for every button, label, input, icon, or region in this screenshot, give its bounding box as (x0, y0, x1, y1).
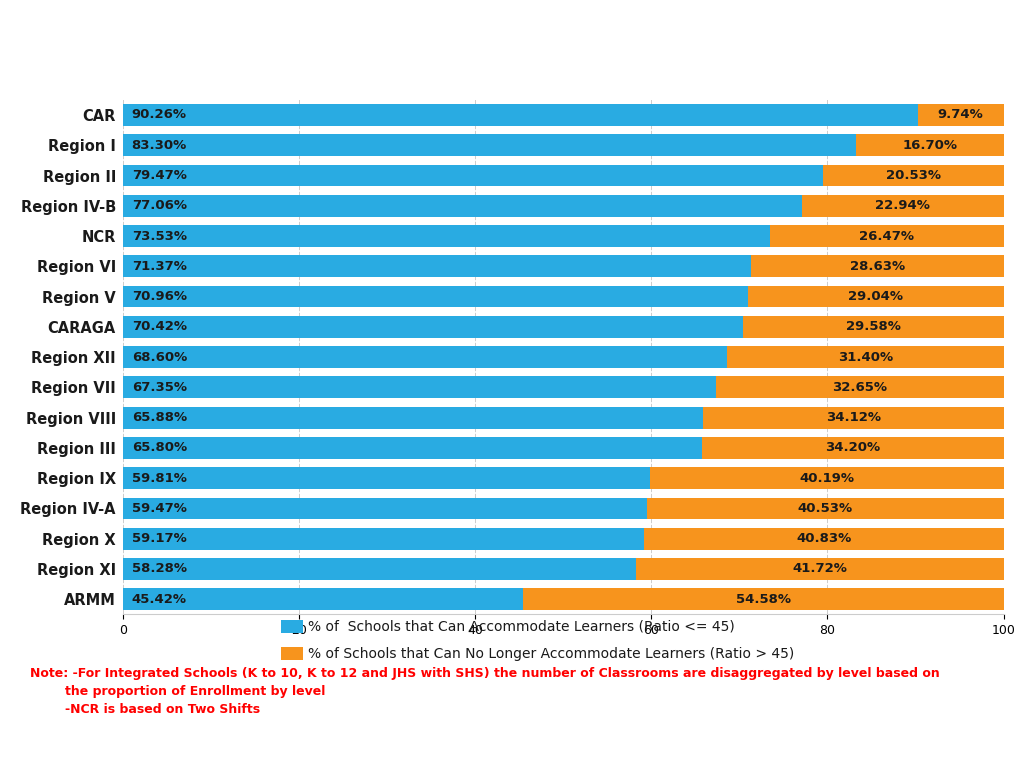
Text: 65.88%: 65.88% (132, 411, 186, 424)
Text: 54.58%: 54.58% (735, 593, 791, 606)
Bar (123, 558, 636, 580)
Text: 22.94%: 22.94% (876, 199, 930, 212)
Bar (123, 164, 822, 187)
Bar (123, 498, 646, 519)
Bar (282, 647, 303, 660)
Text: 9.74%: 9.74% (938, 108, 983, 121)
Bar (123, 376, 716, 399)
Text: 58.28%: 58.28% (132, 562, 186, 575)
Bar (649, 467, 1004, 489)
Text: 40.83%: 40.83% (796, 532, 851, 545)
Bar (748, 286, 1004, 307)
Text: 79.47%: 79.47% (132, 169, 186, 182)
Bar (752, 256, 1004, 277)
Bar (636, 558, 1004, 580)
Text: 90.26%: 90.26% (132, 108, 186, 121)
Bar (123, 195, 802, 217)
Bar (123, 225, 770, 247)
Bar (282, 620, 303, 633)
Text: Note: -For Integrated Schools (K to 10, K to 12 and JHS with SHS) the number of : Note: -For Integrated Schools (K to 10, … (31, 667, 940, 717)
Text: DEPARTMENT OF EDUCATION: DEPARTMENT OF EDUCATION (366, 738, 658, 756)
Text: 59.81%: 59.81% (132, 472, 186, 485)
Text: 59.17%: 59.17% (132, 532, 186, 545)
Text: 34.12%: 34.12% (825, 411, 881, 424)
Bar (523, 588, 1004, 610)
Text: 40.53%: 40.53% (798, 502, 853, 515)
Bar (856, 134, 1004, 156)
Bar (123, 588, 523, 610)
Text: 83.30%: 83.30% (132, 139, 187, 152)
Text: 77.06%: 77.06% (132, 199, 186, 212)
Text: 70.42%: 70.42% (132, 320, 186, 333)
Text: 20.53%: 20.53% (886, 169, 941, 182)
Bar (123, 256, 752, 277)
Bar (646, 498, 1004, 519)
Text: 28.63%: 28.63% (850, 260, 905, 273)
Bar (822, 164, 1004, 187)
Text: 26.47%: 26.47% (859, 230, 914, 243)
Text: 29.04%: 29.04% (848, 290, 903, 303)
Text: 32: 32 (969, 738, 993, 756)
Text: 59.47%: 59.47% (132, 502, 186, 515)
Bar (727, 346, 1004, 368)
Bar (123, 467, 649, 489)
Bar (802, 195, 1004, 217)
Text: 32.65%: 32.65% (833, 381, 887, 394)
Text: 31.40%: 31.40% (838, 351, 893, 363)
Text: % of  Schools that Can Accommodate Learners (Ratio <= 45): % of Schools that Can Accommodate Learne… (308, 620, 734, 634)
Bar (123, 528, 644, 550)
Bar (743, 316, 1004, 338)
Text: 34.20%: 34.20% (825, 442, 881, 455)
Bar (770, 225, 1004, 247)
Bar (123, 407, 703, 429)
Text: 68.60%: 68.60% (132, 351, 187, 363)
Text: Percentage of Schools Based on Classroom: Percentage of Schools Based on Classroom (10, 25, 984, 68)
Text: 40.19%: 40.19% (799, 472, 854, 485)
Text: 65.80%: 65.80% (132, 442, 186, 455)
Bar (716, 376, 1004, 399)
Text: 71.37%: 71.37% (132, 260, 186, 273)
Bar (123, 104, 918, 126)
Text: 29.58%: 29.58% (846, 320, 901, 333)
Bar (123, 134, 856, 156)
Bar (702, 437, 1004, 458)
Bar (123, 286, 748, 307)
Bar (918, 104, 1004, 126)
Text: 41.72%: 41.72% (793, 562, 847, 575)
Text: % of Schools that Can No Longer Accommodate Learners (Ratio > 45): % of Schools that Can No Longer Accommod… (308, 647, 794, 660)
Bar (123, 316, 743, 338)
Bar (123, 437, 702, 458)
Bar (644, 528, 1004, 550)
Text: 16.70%: 16.70% (902, 139, 957, 152)
Bar (703, 407, 1004, 429)
Bar (123, 346, 727, 368)
Text: 70.96%: 70.96% (132, 290, 186, 303)
Text: 45.42%: 45.42% (132, 593, 186, 606)
Text: 67.35%: 67.35% (132, 381, 186, 394)
Text: 73.53%: 73.53% (132, 230, 186, 243)
